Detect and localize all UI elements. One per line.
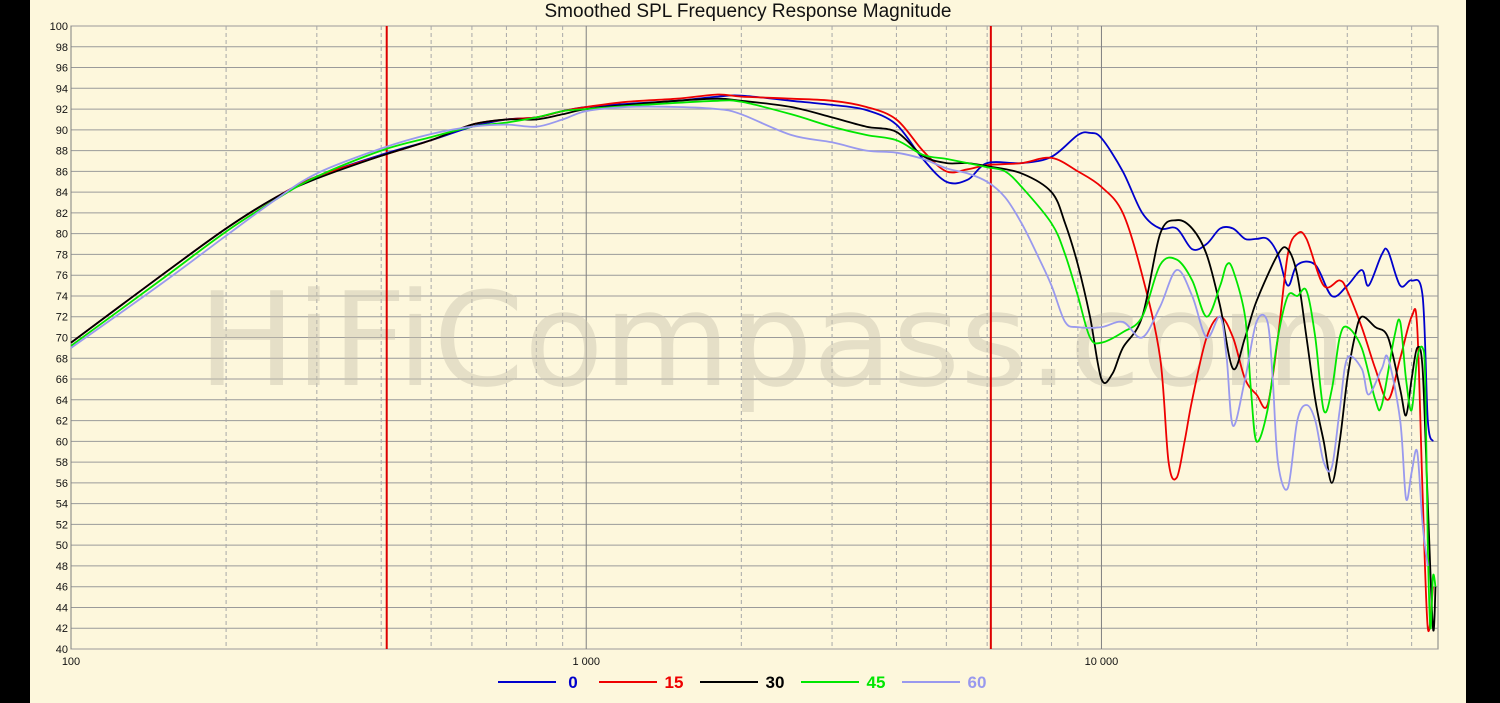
- y-tick-label: 46: [56, 582, 68, 594]
- y-tick-label: 74: [56, 291, 68, 303]
- series-line-45: [70, 99, 1437, 630]
- y-tick-label: 54: [56, 499, 68, 511]
- y-tick-label: 80: [56, 229, 68, 241]
- series-line-30: [70, 97, 1437, 632]
- y-tick-label: 72: [56, 312, 68, 324]
- y-tick-label: 48: [56, 561, 68, 573]
- y-tick-label: 62: [56, 416, 68, 428]
- legend-label-0: 0: [568, 673, 577, 692]
- y-tick-label: 56: [56, 478, 68, 490]
- watermark: HiFiCompass.com: [198, 264, 1347, 416]
- chart-title: Smoothed SPL Frequency Response Magnitud…: [545, 1, 952, 22]
- marker-lines: [385, 26, 992, 649]
- x-tick-label: 100: [62, 656, 80, 668]
- y-tick-label: 68: [56, 353, 68, 365]
- grid: [70, 25, 1438, 650]
- y-tick-label: 44: [56, 602, 68, 614]
- y-tick-label: 40: [56, 644, 68, 656]
- legend: 0 15 30 45 60: [498, 673, 986, 692]
- y-tick-label: 94: [56, 83, 68, 95]
- legend-label-15: 15: [665, 673, 684, 692]
- y-tick-label: 66: [56, 374, 68, 386]
- chart-frame: HiFiCompass.com 40 42 44 46 48 50 52 54 56 58 60 62…: [30, 0, 1466, 703]
- y-tick-label: 98: [56, 42, 68, 54]
- y-tick-label: 90: [56, 125, 68, 137]
- y-tick-label: 88: [56, 146, 68, 158]
- x-tick-labels: 100 1 000 10 000: [62, 656, 1118, 668]
- y-tick-label: 86: [56, 166, 68, 178]
- legend-label-45: 45: [867, 673, 886, 692]
- y-tick-label: 60: [56, 436, 68, 448]
- y-tick-label: 96: [56, 63, 68, 75]
- y-tick-label: 50: [56, 540, 68, 552]
- frequency-response-chart: HiFiCompass.com 40 42 44 46 48 50 52 54 56 58 60 62…: [50, 1, 1439, 692]
- y-tick-label: 58: [56, 457, 68, 469]
- y-tick-label: 52: [56, 519, 68, 531]
- x-tick-label: 1 000: [572, 656, 600, 668]
- x-tick-label: 10 000: [1085, 656, 1119, 668]
- y-tick-label: 78: [56, 249, 68, 261]
- y-tick-label: 100: [50, 21, 68, 33]
- y-tick-label: 92: [56, 104, 68, 116]
- y-tick-labels: 40 42 44 46 48 50 52 54 56 58 60 62 64 66 68 70 72 74 76 78…: [50, 21, 68, 656]
- series-line-60: [70, 105, 1429, 567]
- y-tick-label: 82: [56, 208, 68, 220]
- y-tick-label: 64: [56, 395, 68, 407]
- legend-label-30: 30: [766, 673, 785, 692]
- y-tick-label: 84: [56, 187, 68, 199]
- legend-label-60: 60: [968, 673, 987, 692]
- y-tick-label: 70: [56, 333, 68, 345]
- series-lines: [70, 93, 1437, 633]
- y-tick-label: 76: [56, 270, 68, 282]
- y-tick-label: 42: [56, 623, 68, 635]
